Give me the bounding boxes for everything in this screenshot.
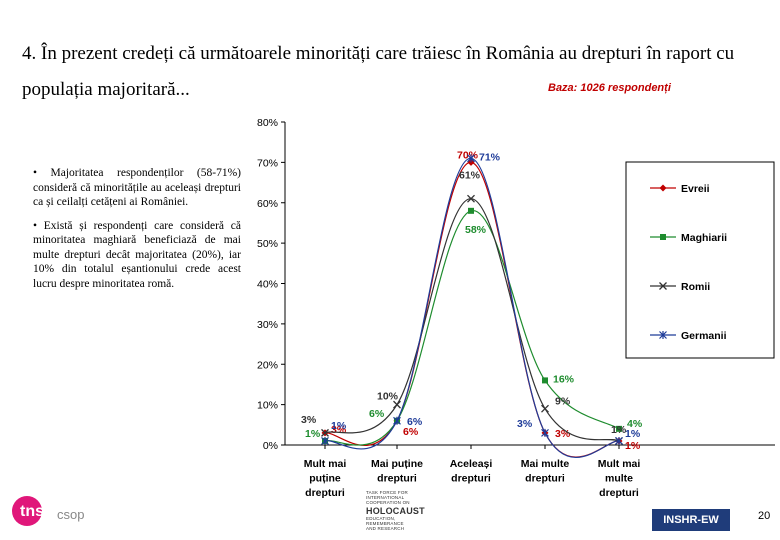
data-label-germanii: 1% [625,428,641,440]
data-point-romii [393,400,401,409]
footer-badge: INSHR-EW [652,509,730,531]
legend-marker-germanii [659,331,667,339]
data-label-romii: 10% [377,391,399,403]
x-tick-label: drepturi [377,473,417,485]
data-point-maghiarii [468,207,474,214]
holo-line: INTERNATIONAL [366,495,405,501]
csop-logo-text: csop [57,507,85,522]
data-label-germanii: 71% [479,151,501,163]
x-tick-label: Mult mai [304,458,347,470]
y-tick-label: 80% [257,117,278,129]
data-label-germanii: 1% [331,420,347,432]
data-label-romii: 9% [555,396,571,408]
y-tick-label: 30% [257,319,278,331]
holo-line: HOLOCAUST [366,505,425,516]
data-point-maghiarii [616,425,622,432]
holo-line: EDUCATION, [366,515,396,521]
data-label-evreii: 6% [403,426,419,438]
y-tick-label: 40% [257,279,278,291]
y-tick-label: 20% [257,359,278,371]
data-label-germanii: 6% [407,416,423,428]
data-point-germanii [467,154,475,163]
data-label-evreii: 3% [555,428,571,440]
base-note: Baza: 1026 respondenți [548,82,671,94]
holo-line: TASK FORCE FOR [366,490,408,495]
data-label-romii: 3% [301,414,317,426]
legend-marker-maghiarii [660,234,666,240]
holocaust-task-force-logo: TASK FORCE FOR INTERNATIONAL COOPERATION… [366,490,425,534]
legend-marker-evreii [659,184,667,192]
y-tick-label: 0% [263,440,278,452]
tns-logo-icon [12,496,42,526]
holo-line: AND RESEARCH [366,526,405,532]
data-point-germanii [541,428,549,437]
holo-line: REMEMBRANCE [366,520,404,526]
x-tick-label: drepturi [305,487,345,499]
x-tick-label: puține [309,473,341,485]
data-label-romii: 61% [459,170,481,182]
legend-label-germanii: Germanii [681,330,727,342]
bullet-list: • Majoritatea respondenților (58-71%) co… [33,166,241,300]
data-point-germanii [393,416,401,425]
x-tick-label: drepturi [451,473,491,485]
data-point-romii [541,404,549,413]
page-number: 20 [758,510,771,522]
tns-csop-logo: tns csop [8,492,88,532]
data-point-germanii [615,436,623,445]
legend-label-maghiarii: Maghiarii [681,232,727,244]
data-label-germanii: 3% [517,418,533,430]
data-point-romii [467,194,475,203]
data-label-maghiarii: 1% [305,428,321,440]
x-tick-label: drepturi [525,473,565,485]
y-tick-label: 50% [257,238,278,250]
y-tick-label: 60% [257,198,278,210]
y-tick-label: 70% [257,157,278,169]
x-tick-label: Mai multe [521,458,570,470]
x-tick-label: multe [605,473,633,485]
y-tick-label: 10% [257,400,278,412]
data-label-maghiarii: 58% [465,224,487,236]
data-label-maghiarii: 4% [627,418,643,430]
data-point-romii [321,428,329,437]
holo-line: COOPERATION ON [366,500,410,506]
slide-title: 4. În prezent credeți că următoarele min… [22,43,735,100]
x-tick-label: Mult mai [598,458,641,470]
x-tick-label: Aceleași [450,458,493,470]
legend-marker-romii [659,282,667,290]
legend-label-romii: Romii [681,281,710,293]
legend-box [625,161,775,359]
data-label-romii: 1% [611,424,627,436]
bullet-2: • Există și respondenți care consideră c… [33,219,241,290]
x-tick-label: drepturi [599,487,639,499]
bullet-1: • Majoritatea respondenților (58-71%) co… [33,167,241,208]
legend-label-evreii: Evreii [681,183,710,195]
data-label-maghiarii: 16% [553,373,575,385]
data-label-maghiarii: 6% [369,408,385,420]
data-label-evreii: 1% [625,440,641,452]
data-point-maghiarii [542,377,548,384]
x-tick-label: Mai puține [371,458,423,470]
tns-logo-text: tns [20,503,44,520]
data-point-germanii [321,436,329,445]
